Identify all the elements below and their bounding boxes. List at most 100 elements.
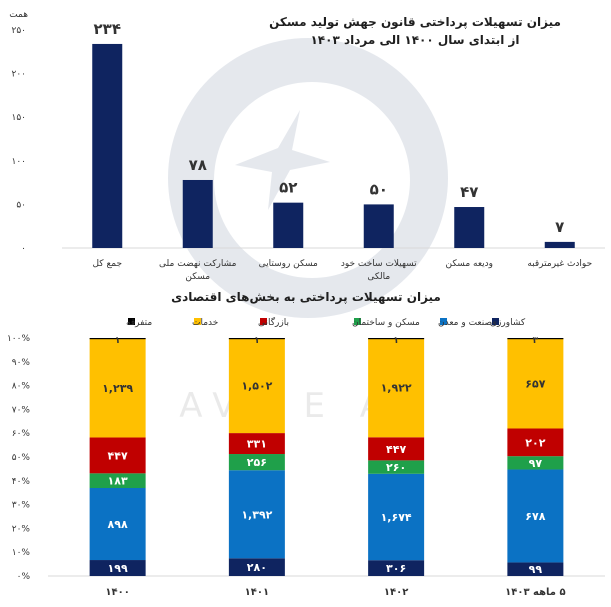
chart-2-legend-swatch — [128, 318, 135, 325]
chart-2-y-tick: ۶۰% — [12, 429, 31, 439]
chart-2-bar-segment — [228, 433, 285, 455]
chart-1-bars — [92, 43, 575, 249]
chart-2-y-tick: ۹۰% — [12, 358, 31, 368]
chart-2-legend-label: صنعت و معدن — [438, 318, 492, 328]
chart-2-bar-segment — [368, 437, 425, 461]
chart-2-legend-swatch — [440, 318, 447, 325]
chart-2-x-axis: ۱۴۰۰ ۱۴۰۱ ۱۴۰۲ ۵ ماهه ۱۴۰۳ — [105, 587, 565, 598]
chart-1-value-label: ۷ — [555, 218, 564, 236]
chart-2-y-tick: ۲۰% — [12, 524, 31, 534]
chart-2-legend-swatch — [492, 318, 499, 325]
chart-1-category-label: مالکی — [367, 272, 390, 282]
chart-2-bar-segment — [89, 473, 146, 489]
chart-1-y-tick: ۱۰۰ — [11, 157, 26, 167]
chart-1-bar — [363, 204, 394, 248]
chart-2-bar-segment — [228, 470, 285, 559]
chart-1-value-label: ۷۸ — [189, 156, 207, 174]
chart-2-bar-segment — [507, 469, 564, 563]
chart-2-segment-label: ۳ — [533, 336, 539, 346]
chart-1-y-tick: ۲۰۰ — [11, 70, 26, 80]
chart-1-value-label: ۲۳۴ — [94, 20, 121, 38]
chart-2-segment-label: ۱۸۳ — [108, 475, 128, 488]
chart-2-bar-segment — [368, 338, 425, 340]
chart-1-value-label: ۴۷ — [460, 183, 478, 201]
chart-2-segment-label: ۲۶۰ — [386, 461, 406, 474]
chart-2-segment-label: ۱,۶۷۴ — [381, 511, 412, 524]
chart-2-legend-swatch — [194, 318, 201, 325]
chart-2-bar-segment — [368, 338, 425, 438]
chart-2-segment-label: ۱,۲۳۹ — [102, 382, 133, 395]
chart-2-bars: ۱۹۹۸۹۸۱۸۳۴۴۷۱,۲۳۹۱۲۸۰۱,۳۹۲۲۵۶۳۳۱۱,۵۰۲۱۳۰… — [89, 336, 564, 576]
chart-2-segment-label: ۸۹۸ — [108, 518, 128, 531]
chart-2-category-label: ۱۴۰۱ — [245, 587, 269, 598]
chart-2-bar-segment — [89, 437, 146, 474]
chart-2-segment-label: ۲۰۲ — [525, 436, 545, 449]
chart-2-segment-label: ۲۸۰ — [247, 561, 267, 574]
chart-2-y-tick: ۰% — [17, 572, 31, 582]
chart-1-category-label: ودیعه مسکن — [445, 259, 493, 269]
chart-2-y-tick: ۸۰% — [12, 382, 31, 392]
chart-2: میزان تسهیلات پرداختی به بخش‌های اقتصادی… — [7, 290, 605, 598]
chart-1-category-label: مسکن روستایی — [259, 259, 318, 269]
chart-2-segment-label: ۱ — [115, 336, 121, 346]
chart-2-segment-label: ۴۴۷ — [108, 449, 128, 462]
chart-2-bar-segment — [507, 338, 564, 340]
chart-1-bar — [92, 43, 123, 249]
chart-1-y-tick: ۲۵۰ — [11, 26, 26, 36]
chart-2-bar-segment — [228, 558, 285, 576]
chart-2-segment-label: ۱ — [254, 336, 260, 346]
chart-2-y-tick: ۵۰% — [12, 453, 31, 463]
chart-1-category-label: تسهیلات ساخت خود — [341, 259, 417, 269]
chart-2-legend-label: بازرگانی — [258, 316, 289, 328]
chart-2-segment-label: ۶۵۷ — [525, 377, 545, 390]
chart-2-segment-label: ۹۹ — [529, 563, 543, 576]
chart-2-y-tick: ۷۰% — [12, 405, 31, 415]
chart-1-y-tick: ۵۰ — [16, 200, 26, 210]
chart-2-segment-label: ۱۹۹ — [108, 562, 128, 575]
chart-2-segment-label: ۱,۹۲۲ — [381, 382, 412, 395]
chart-2-category-label: ۱۴۰۲ — [384, 587, 408, 598]
chart-2-bar-segment — [228, 338, 285, 340]
chart-2-bar-segment — [89, 338, 146, 340]
chart-2-segment-label: ۱ — [393, 336, 399, 346]
chart-2-bar-segment — [228, 454, 285, 471]
chart-2-bar-segment — [507, 338, 564, 429]
chart-2-legend-label: کشاورزی — [490, 318, 526, 328]
chart-1-category-label: حوادث غیرمترقبه — [527, 259, 592, 269]
chart-2-category-label: ۱۴۰۰ — [105, 587, 129, 598]
chart-1-bar — [454, 207, 485, 248]
chart-1-value-labels: ۲۳۴ ۷۸ ۵۲ ۵۰ ۴۷ ۷ — [94, 20, 565, 236]
chart-2-bar-segment — [368, 473, 425, 561]
chart-2-title: میزان تسهیلات پرداختی به بخش‌های اقتصادی — [171, 290, 441, 304]
chart-2-segment-label: ۹۷ — [529, 457, 543, 470]
chart-2-category-label: ۵ ماهه ۱۴۰۳ — [505, 587, 565, 598]
chart-2-legend-swatch — [260, 318, 267, 325]
chart-2-legend-label: متفرقه — [126, 318, 152, 328]
chart-2-bar-segment — [89, 560, 146, 576]
chart-1-bar — [182, 179, 213, 248]
chart-2-segment-label: ۳۰۶ — [386, 562, 406, 575]
chart-2-y-tick: ۳۰% — [12, 501, 31, 511]
chart-2-legend-label: خدمات — [192, 318, 218, 328]
chart-2-y-tick: ۴۰% — [12, 477, 31, 487]
chart-1-value-label: ۵۰ — [370, 180, 388, 198]
chart-2-bar-segment — [89, 338, 146, 438]
chart-1: میزان تسهیلات پرداختی قانون جهش تولید مس… — [9, 10, 605, 282]
chart-1-x-axis: جمع کل مشارکت نهضت ملی مسکن مسکن روستایی تسه… — [92, 259, 592, 282]
chart-1-ylabel: همت — [9, 10, 28, 20]
chart-2-bar-segment — [368, 560, 425, 576]
chart-2-bar-segment — [228, 338, 285, 434]
chart-2-legend-label: مسکن و ساختمان — [352, 318, 420, 328]
chart-1-category-label: مسکن — [185, 272, 210, 282]
chart-2-segment-label: ۳۳۱ — [247, 438, 267, 451]
chart-2-bar-segment — [89, 488, 146, 561]
chart-2-segment-label: ۱,۳۹۲ — [241, 508, 272, 521]
chart-1-y-tick: ۰ — [21, 244, 26, 254]
chart-1-category-label: مشارکت نهضت ملی — [159, 259, 237, 269]
chart-2-bar-segment — [507, 456, 564, 470]
chart-2-segment-label: ۶۷۸ — [525, 510, 545, 523]
chart-1-y-tick: ۱۵۰ — [11, 113, 26, 123]
chart-2-bar-segment — [507, 428, 564, 457]
